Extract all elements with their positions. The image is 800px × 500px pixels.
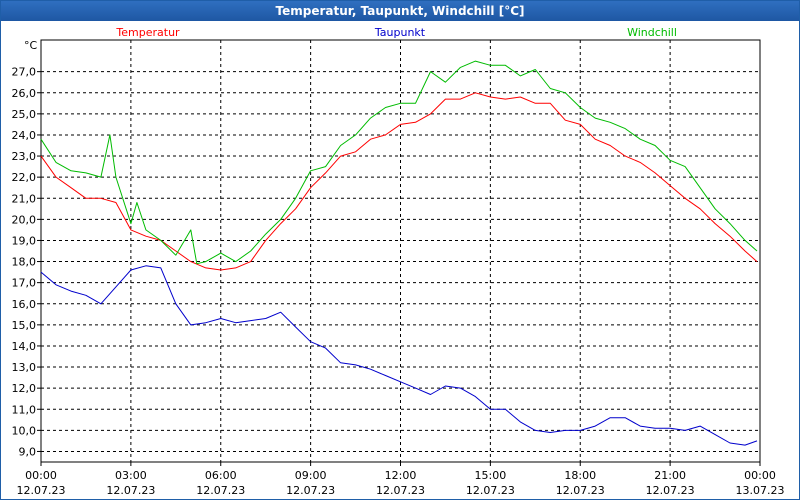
chart-title: Temperatur, Taupunkt, Windchill [°C]	[1, 1, 799, 21]
y-axis-unit-label: °C	[24, 39, 38, 52]
x-axis-ticks: 00:00 12.07.23 03:00 12.07.23 06:00 12.07.23 0…	[17, 462, 785, 497]
y-tick-label: 27,0	[12, 66, 37, 79]
x-tick-date-label: 12.07.23	[646, 484, 695, 497]
x-tick-time-label: 00:00	[25, 469, 57, 482]
x-tick-time-label: 03:00	[115, 469, 147, 482]
x-tick-date-label: 12.07.23	[556, 484, 605, 497]
x-tick-time-label: 09:00	[295, 469, 327, 482]
x-tick-date-label: 12.07.23	[466, 484, 515, 497]
grid-lines	[41, 40, 760, 462]
x-tick-time-label: 06:00	[205, 469, 237, 482]
series-line-temperatur	[40, 92, 758, 271]
y-tick-label: 16,0	[12, 298, 37, 311]
y-tick-label: 20,0	[12, 213, 37, 226]
y-tick-label: 24,0	[12, 129, 37, 142]
y-tick-label: 22,0	[12, 171, 37, 184]
x-tick-time-label: 18:00	[564, 469, 596, 482]
y-tick-label: 14,0	[12, 340, 37, 353]
y-tick-label: 21,0	[12, 192, 37, 205]
x-tick-date-label: 12.07.23	[17, 484, 66, 497]
y-tick-label: 10,0	[12, 424, 37, 437]
y-tick-label: 17,0	[12, 277, 37, 290]
legend-item-temperatur: Temperatur	[115, 26, 180, 39]
y-tick-label: 13,0	[12, 361, 37, 374]
x-tick-date-label: 12.07.23	[106, 484, 155, 497]
y-axis-ticks: 9,0 10,0 11,0 12,0 13,0 14,0 15,0 16,0 17,0 18,0 1…	[12, 66, 41, 458]
x-tick-time-label: 12:00	[385, 469, 417, 482]
x-tick-date-label: 12.07.23	[286, 484, 335, 497]
x-tick-time-label: 15:00	[475, 469, 507, 482]
y-tick-label: 23,0	[12, 150, 37, 163]
x-tick-time-label: 00:00	[744, 469, 776, 482]
x-tick-date-label: 12.07.23	[376, 484, 425, 497]
legend: Temperatur Taupunkt Windchill	[115, 26, 677, 39]
y-tick-label: 25,0	[12, 108, 37, 121]
legend-item-taupunkt: Taupunkt	[374, 26, 426, 39]
y-tick-label: 12,0	[12, 382, 37, 395]
y-tick-label: 11,0	[12, 403, 37, 416]
y-tick-label: 19,0	[12, 234, 37, 247]
series-line-windchill	[40, 60, 758, 265]
y-tick-label: 18,0	[12, 256, 37, 269]
x-tick-date-label: 13.07.23	[736, 484, 785, 497]
legend-item-windchill: Windchill	[627, 26, 677, 39]
x-tick-time-label: 21:00	[654, 469, 686, 482]
series-line-taupunkt	[40, 265, 758, 446]
x-tick-date-label: 12.07.23	[196, 484, 245, 497]
y-tick-label: 26,0	[12, 87, 37, 100]
y-tick-label: 9,0	[19, 445, 37, 458]
series-lines	[40, 60, 758, 446]
y-tick-label: 15,0	[12, 319, 37, 332]
